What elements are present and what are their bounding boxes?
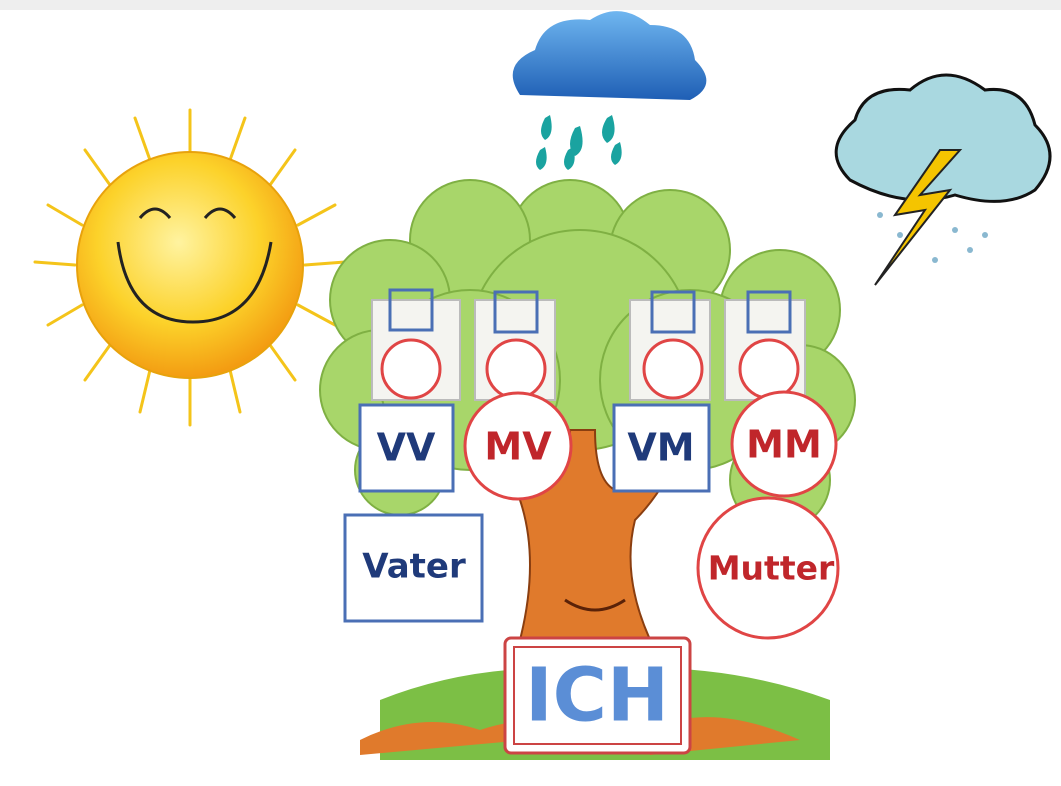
node-label: MM <box>746 423 822 467</box>
sun-face <box>77 152 303 378</box>
node-label: Mutter <box>708 549 835 588</box>
node-label: VM <box>627 426 694 470</box>
page: VV MV VM MM Vater Mutter ICH (() => { co… <box>0 0 1061 786</box>
node-label: VV <box>377 426 436 470</box>
top-border <box>0 0 1061 10</box>
family-tree-diagram: VV MV VM MM Vater Mutter ICH <box>0 0 1061 786</box>
node-label: MV <box>484 425 552 469</box>
node-label: Vater <box>362 547 466 587</box>
node-label: ICH <box>525 653 669 739</box>
